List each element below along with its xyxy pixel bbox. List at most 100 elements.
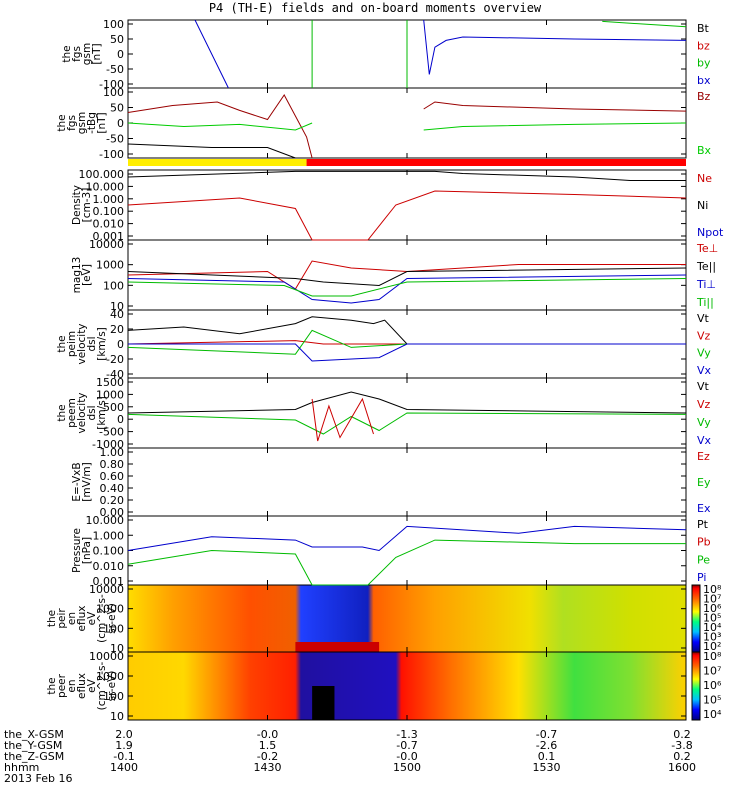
y-axis-label-line: Density xyxy=(71,185,83,225)
legend-Vx: Vx xyxy=(697,364,712,377)
y-axis-label-line: the xyxy=(46,677,58,694)
colorbar-tick-label: 10⁵ xyxy=(703,694,721,707)
legend-Ez: Ez xyxy=(697,450,710,463)
legend-Bz: Bz xyxy=(697,90,711,103)
y-axis-label-line: (cm^2-s- xyxy=(96,594,108,643)
legend-Vy: Vy xyxy=(697,347,711,360)
peer-spectrogram xyxy=(128,652,686,720)
y-tick-label: 10.000 xyxy=(86,514,125,527)
y-axis-label-line: peir xyxy=(56,608,68,629)
y-axis-label-line: dsl xyxy=(86,336,98,351)
legend-Pe: Pe xyxy=(697,553,710,566)
y-axis-label-line: the xyxy=(61,45,73,62)
ephemeris-value: 1.5 xyxy=(259,739,277,752)
y-tick-label: 10000 xyxy=(89,583,124,596)
y-tick-label: 100 xyxy=(103,279,124,292)
y-tick-label: 10 xyxy=(110,300,124,313)
Pi-line xyxy=(127,525,687,552)
Bx-line xyxy=(127,122,313,131)
ephemeris-value: 1530 xyxy=(533,761,561,774)
y-tick-label: 500 xyxy=(103,401,124,414)
ephemeris-value: -0.7 xyxy=(396,739,417,752)
Te-perp-line xyxy=(127,260,686,290)
y-tick-label: 1500 xyxy=(96,376,124,389)
y-axis-label-line: the xyxy=(56,114,68,131)
y-axis-label-pressure: Pressure[nPa] xyxy=(71,528,93,573)
y-tick-label: 50 xyxy=(110,102,124,115)
y-tick-label: 0.010 xyxy=(93,560,125,573)
y-tick-label: 1000 xyxy=(96,259,124,272)
ephemeris-value: 1400 xyxy=(110,761,138,774)
y-tick-label: 10 xyxy=(110,642,124,655)
y-axis-label-line: [eV] xyxy=(81,264,93,286)
y-tick-label: 100 xyxy=(103,18,124,31)
y-axis-label-line: [cm-3] xyxy=(81,188,93,223)
y-tick-label: 20 xyxy=(110,323,124,336)
y-axis-label-line: [km/s] xyxy=(96,396,108,430)
legend-Te||: Te|| xyxy=(696,260,716,273)
by-line xyxy=(602,20,687,28)
y-tick-label: 0.100 xyxy=(93,205,125,218)
y-tick-label: 10000 xyxy=(89,238,124,251)
ephemeris-label-1: the_Y-GSM xyxy=(4,739,62,752)
legend-Pb: Pb xyxy=(697,536,711,549)
y-tick-label: -50 xyxy=(106,63,124,76)
legend-Vx: Vx xyxy=(697,434,712,447)
y-axis-label-line: [nPa] xyxy=(81,537,93,564)
legend-bz: bz xyxy=(697,39,710,52)
y-tick-label: 40 xyxy=(110,308,124,321)
ephemeris-label-0: the_X-GSM xyxy=(4,728,64,741)
y-axis-label-line: Pressure xyxy=(71,528,83,573)
y-tick-label: 0 xyxy=(117,338,124,351)
ephemeris-value: 0.2 xyxy=(673,750,691,763)
Bx-line xyxy=(423,122,687,131)
y-axis-label-line: E=-VxB xyxy=(71,462,83,501)
y-axis-label-line: eflux xyxy=(76,673,88,699)
y-axis-label-line: [mV/m] xyxy=(81,462,93,501)
panel-frame-density xyxy=(127,169,687,241)
legend-Vy: Vy xyxy=(697,416,711,429)
y-axis-label-line: eflux xyxy=(76,606,88,632)
bx-line xyxy=(423,19,687,75)
y-tick-label: -500 xyxy=(99,426,124,439)
colorbar xyxy=(691,651,701,721)
Bz-line xyxy=(127,94,313,159)
colorbar-tick-label: 10² xyxy=(703,640,721,653)
panel-frame-efield xyxy=(127,447,687,517)
y-tick-label: -1000 xyxy=(92,438,124,451)
ephemeris-value: 0.1 xyxy=(538,750,556,763)
mode-bar-slow xyxy=(128,159,307,166)
mode-bar-fast xyxy=(306,159,686,166)
Vt-line xyxy=(127,316,686,345)
y-axis-label-temp: mag13[eV] xyxy=(71,257,93,294)
legend-Ne: Ne xyxy=(697,172,712,185)
y-axis-label-line: [nT] xyxy=(91,43,103,64)
y-tick-label: 0.001 xyxy=(93,575,125,588)
Ti-par-line xyxy=(127,278,687,297)
ephemeris-value: 0.2 xyxy=(673,728,691,741)
legend-Bx: Bx xyxy=(697,144,712,157)
legend-bx: bx xyxy=(697,74,711,87)
legend-Ex: Ex xyxy=(697,502,711,515)
ephemeris-value: 1600 xyxy=(668,761,696,774)
legend-Vz: Vz xyxy=(697,398,711,411)
y-tick-label: 0.80 xyxy=(100,458,125,471)
y-tick-label: 0.001 xyxy=(93,230,125,243)
y-tick-label: -100 xyxy=(99,148,124,161)
ephemeris-value: -2.6 xyxy=(536,739,557,752)
Pe-line xyxy=(127,539,686,586)
y-tick-label: 0 xyxy=(117,117,124,130)
y-axis-label-line: eV xyxy=(86,611,98,625)
y-tick-label: 1000 xyxy=(96,388,124,401)
ephemeris-value: -0.2 xyxy=(257,750,278,763)
y-tick-label: 0.20 xyxy=(100,494,125,507)
y-axis-label-line: dsl xyxy=(86,405,98,420)
Vz-line xyxy=(311,397,374,442)
y-axis-label-line: velocity xyxy=(76,392,88,433)
y-axis-label-line: en xyxy=(66,612,78,625)
y-axis-label-line: [km/s] xyxy=(96,327,108,361)
legend-Bt: Bt xyxy=(697,22,710,35)
